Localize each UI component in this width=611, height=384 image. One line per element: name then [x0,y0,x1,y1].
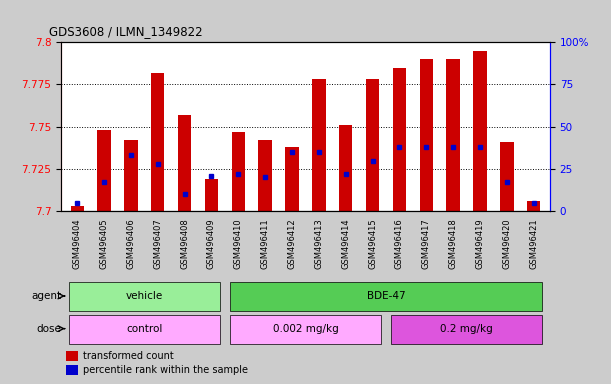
Text: GSM496420: GSM496420 [502,218,511,269]
Bar [70,206,84,211]
Text: 0.002 mg/kg: 0.002 mg/kg [273,324,338,334]
Text: control: control [126,324,163,334]
Text: GSM496413: GSM496413 [315,218,323,269]
Text: GSM496412: GSM496412 [288,218,296,269]
Bar [205,179,218,211]
Bar [151,73,164,211]
Bar [366,79,379,211]
Bar [447,59,460,211]
Bar [392,314,542,344]
Text: GSM496411: GSM496411 [261,218,269,269]
Text: GSM496417: GSM496417 [422,218,431,269]
Text: transformed count: transformed count [83,351,174,361]
Text: percentile rank within the sample: percentile rank within the sample [83,365,248,375]
Bar [124,140,137,211]
Bar [312,79,326,211]
Text: GSM496414: GSM496414 [342,218,350,269]
Text: GSM496418: GSM496418 [448,218,458,269]
Bar [420,59,433,211]
Bar [393,68,406,211]
Bar [258,140,272,211]
Text: 0.2 mg/kg: 0.2 mg/kg [441,324,493,334]
Bar [527,201,541,211]
Bar [474,51,487,211]
Bar [230,314,381,344]
Text: GSM496404: GSM496404 [73,218,82,269]
Text: vehicle: vehicle [126,291,163,301]
Text: dose: dose [37,324,62,334]
Text: GSM496407: GSM496407 [153,218,163,269]
Text: GSM496410: GSM496410 [234,218,243,269]
Bar [66,365,78,375]
Bar [69,282,219,311]
Bar [66,351,78,361]
Text: GDS3608 / ILMN_1349822: GDS3608 / ILMN_1349822 [49,25,202,38]
Text: GSM496419: GSM496419 [475,218,485,269]
Bar [500,142,514,211]
Text: GSM496421: GSM496421 [529,218,538,269]
Text: GSM496415: GSM496415 [368,218,377,269]
Text: GSM496409: GSM496409 [207,218,216,269]
Bar [69,314,219,344]
Bar [232,132,245,211]
Text: GSM496408: GSM496408 [180,218,189,269]
Bar [178,115,191,211]
Bar [285,147,299,211]
Bar [339,125,353,211]
Text: BDE-47: BDE-47 [367,291,405,301]
Bar [230,282,542,311]
Text: GSM496405: GSM496405 [100,218,109,269]
Text: GSM496416: GSM496416 [395,218,404,269]
Bar [97,130,111,211]
Text: GSM496406: GSM496406 [126,218,136,269]
Text: agent: agent [32,291,62,301]
